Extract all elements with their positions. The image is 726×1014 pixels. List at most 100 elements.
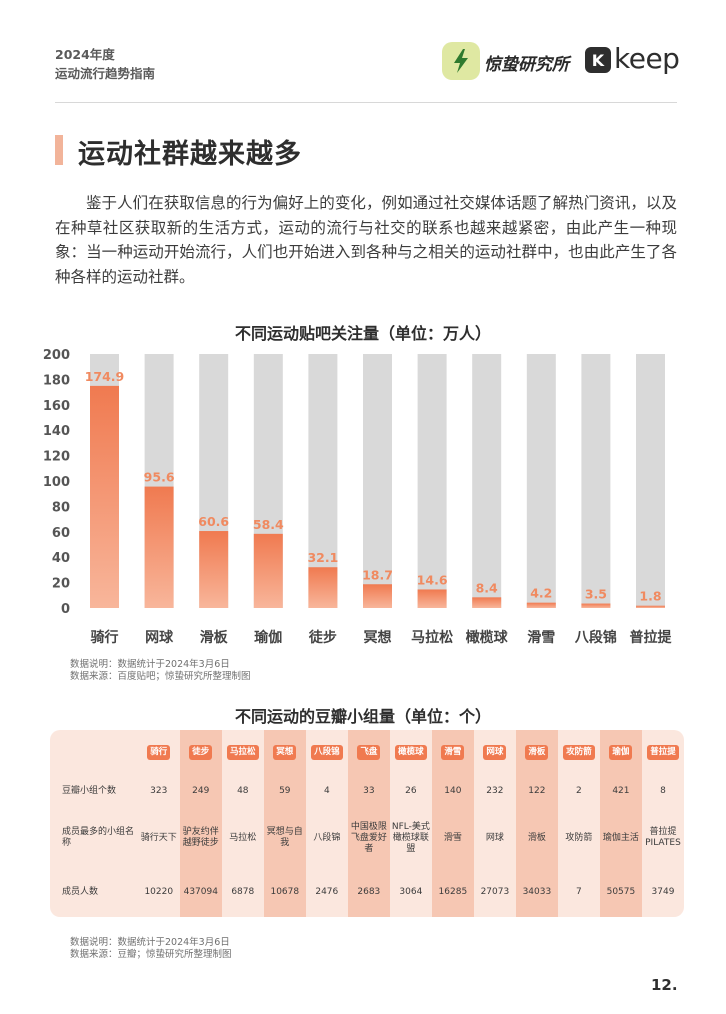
table-row: 成员人数 10220 437094 6878 10678 2476 2683 3064 1628… (50, 868, 684, 917)
table-cell: 滑板 (515, 808, 558, 868)
table-title: 不同运动的豆瓣小组量（单位：个） (234, 707, 491, 726)
table-cell: 冥想与自我 (263, 808, 306, 868)
table-header-row: 骑行 徒步 马拉松 冥想 八段锦 飞盘 橄榄球 滑雪 网球 滑板 攻防箭 瑜伽 普拉提 (50, 730, 684, 774)
bar-value-label: 8.4 (476, 580, 498, 595)
table-cell: 中国极限飞盘爱好者 (347, 808, 390, 868)
table-cell: 骑行天下 (140, 832, 177, 843)
brand-logo (442, 42, 480, 80)
column-header-pill: 飞盘 (357, 744, 381, 760)
row-label: 成员人数 (62, 887, 99, 897)
column-header-pill: 普拉提 (647, 744, 679, 760)
title-accent-bar (55, 135, 63, 165)
column-header: 瑜伽 (599, 730, 642, 774)
table-cell: 26 (405, 785, 417, 796)
table-cell: 2683 (347, 868, 390, 917)
table-corner (50, 730, 138, 774)
table-cell: 437094 (179, 868, 222, 917)
bar-track (526, 354, 556, 608)
bar (636, 605, 665, 608)
bar (90, 385, 119, 608)
column-header: 橄榄球 (390, 730, 432, 774)
bar-value-label: 14.6 (417, 572, 448, 587)
table-cell: NFL-美式橄榄球联盟 (391, 821, 430, 854)
table-cell: 7 (576, 887, 582, 897)
bar-chart: 0 20 40 60 80 100 120 140 160 180 200 174.9 骑行 95.6 网球… (43, 348, 673, 646)
table-cell: 33 (347, 774, 390, 808)
section-title: 运动社群越来越多 (78, 139, 302, 170)
bar (199, 531, 229, 608)
column-header: 冥想 (263, 730, 306, 774)
table-cell: 249 (179, 774, 222, 808)
bar-track (472, 354, 502, 608)
report-year: 2024年度 (55, 47, 115, 62)
x-category-label: 骑行 (91, 629, 119, 646)
x-category-label: 冥想 (364, 629, 392, 646)
lightning-icon (454, 49, 468, 73)
bar-track (308, 354, 338, 608)
y-tick-label: 0 (61, 602, 70, 617)
table-cell: 10220 (144, 887, 174, 897)
bar-value-label: 4.2 (530, 586, 552, 601)
table-row: 豆瓣小组个数 323 249 48 59 4 33 26 140 232 122 2 421 8 (50, 774, 684, 808)
table-cell: 50575 (599, 868, 642, 917)
table-cell: 421 (599, 774, 642, 808)
bar-value-label: 3.5 (585, 587, 607, 602)
douban-groups-table: 骑行 徒步 马拉松 冥想 八段锦 飞盘 橄榄球 滑雪 网球 滑板 攻防箭 瑜伽 普拉提 豆瓣小组个数 323… (50, 730, 684, 917)
column-header: 网球 (474, 730, 516, 774)
table-cell: 普拉提PILATES (645, 827, 681, 848)
column-header-pill: 八段锦 (311, 744, 343, 760)
column-header-pill: 滑雪 (441, 744, 465, 760)
y-tick-label: 180 (43, 373, 70, 388)
x-category-label: 滑雪 (527, 629, 555, 646)
x-category-label: 瑜伽 (254, 629, 282, 646)
y-tick-label: 20 (52, 577, 70, 592)
y-tick-label: 40 (52, 551, 70, 566)
y-tick-label: 80 (52, 500, 70, 515)
table-cell: 4 (323, 785, 330, 796)
bar (308, 567, 338, 608)
bar (144, 486, 174, 608)
column-header-pill: 马拉松 (227, 744, 259, 760)
x-category-label: 网球 (145, 629, 174, 646)
column-header-pill: 网球 (483, 744, 507, 760)
table-cell: 驴友约伴越野徒步 (179, 808, 222, 868)
keep-wordmark: keep (614, 42, 680, 75)
column-header: 马拉松 (222, 730, 264, 774)
column-header: 滑板 (515, 730, 558, 774)
table-cell: 10678 (263, 868, 306, 917)
table-cell: 34033 (515, 868, 558, 917)
bar-track (636, 354, 665, 608)
report-header: 2024年度 运动流行趋势指南 (55, 45, 155, 83)
table-notes: 数据说明：数据统计于2024年3月6日 数据来源：豆瓣；惊蛰研究所整理制图 (70, 937, 232, 961)
column-header-pill: 骑行 (147, 744, 171, 760)
bar (253, 533, 283, 608)
table-cell: 140 (431, 774, 474, 808)
table-note-source: 数据来源：豆瓣；惊蛰研究所整理制图 (70, 949, 232, 960)
keep-logo: K (585, 47, 611, 73)
column-header: 普拉提 (642, 730, 684, 774)
x-category-label: 滑板 (200, 629, 229, 646)
bar-value-label: 1.8 (639, 589, 661, 604)
bar-track (417, 354, 447, 608)
table-cell: 攻防箭 (565, 832, 593, 843)
groups-table: 骑行 徒步 马拉松 冥想 八段锦 飞盘 橄榄球 滑雪 网球 滑板 攻防箭 瑜伽 普拉提 豆瓣小组个数 323… (50, 730, 684, 917)
bar (526, 602, 556, 608)
bar (581, 603, 611, 608)
bar-value-label: 32.1 (307, 550, 338, 565)
table-cell: 2476 (315, 887, 339, 897)
column-header-pill: 攻防箭 (563, 744, 595, 760)
column-header-pill: 滑板 (525, 744, 549, 760)
bar-value-label: 95.6 (144, 470, 175, 485)
column-header: 攻防箭 (558, 730, 600, 774)
column-header-pill: 橄榄球 (395, 744, 427, 760)
table-row: 成员最多的小组名称 骑行天下 驴友约伴越野徒步 马拉松 冥想与自我 八段锦 中国极限飞盘爱好… (50, 808, 684, 868)
row-label: 豆瓣小组个数 (62, 785, 117, 796)
x-category-label: 马拉松 (411, 629, 453, 646)
bar (417, 589, 447, 608)
y-tick-label: 140 (43, 424, 70, 439)
table-cell: 27073 (480, 887, 510, 897)
table-cell: 2 (576, 785, 582, 796)
table-note-date: 数据说明：数据统计于2024年3月6日 (70, 937, 230, 948)
bar-value-label: 58.4 (253, 517, 284, 532)
x-category-label: 橄榄球 (466, 629, 509, 646)
